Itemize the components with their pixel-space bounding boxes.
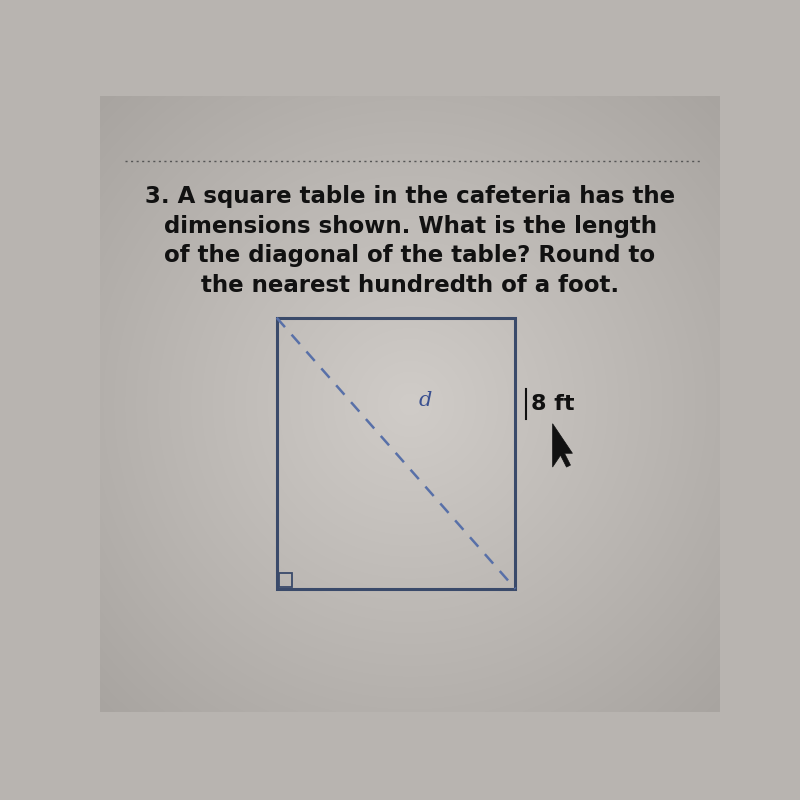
Text: the nearest hundredth of a foot.: the nearest hundredth of a foot. bbox=[201, 274, 619, 297]
Polygon shape bbox=[553, 424, 573, 467]
Bar bbox=[278, 574, 292, 587]
Text: d: d bbox=[419, 391, 432, 410]
Text: 3. A square table in the cafeteria has the: 3. A square table in the cafeteria has t… bbox=[145, 186, 675, 208]
Text: 8 ft: 8 ft bbox=[531, 394, 574, 414]
Bar bbox=[277, 318, 515, 589]
Text: dimensions shown. What is the length: dimensions shown. What is the length bbox=[163, 215, 657, 238]
Text: of the diagonal of the table? Round to: of the diagonal of the table? Round to bbox=[165, 245, 655, 267]
